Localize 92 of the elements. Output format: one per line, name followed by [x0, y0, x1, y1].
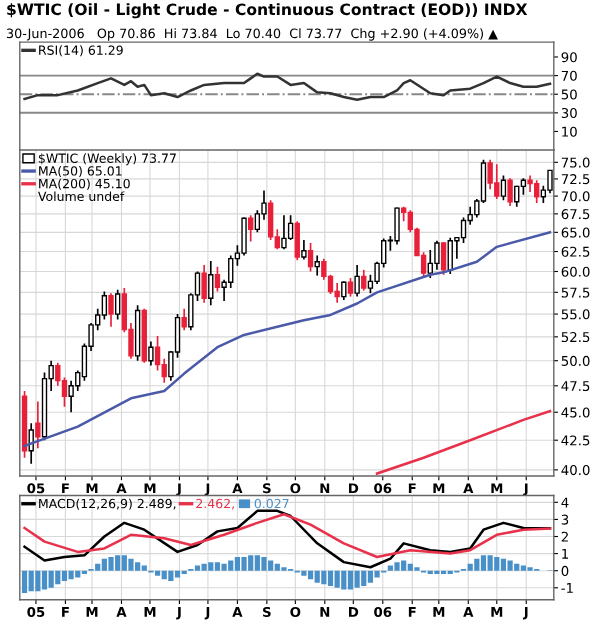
candlestick — [341, 280, 347, 301]
bar — [55, 570, 61, 585]
bar — [154, 570, 161, 576]
bar — [494, 557, 500, 571]
bar — [95, 563, 101, 571]
bar — [228, 560, 234, 571]
bar — [135, 562, 141, 571]
bar — [68, 570, 74, 580]
bar — [347, 570, 354, 590]
candlestick — [427, 249, 433, 279]
candlestick — [314, 254, 320, 277]
bar — [48, 570, 54, 588]
bar — [314, 570, 320, 583]
candlestick — [208, 260, 214, 307]
candlestick — [134, 304, 141, 362]
candlestick — [534, 179, 540, 204]
line-series — [23, 513, 552, 559]
candlestick — [394, 206, 400, 246]
line-series — [23, 509, 552, 569]
bar — [248, 555, 254, 571]
candlestick — [281, 214, 287, 251]
candlestick — [287, 214, 294, 241]
bar — [208, 562, 214, 571]
bar — [168, 570, 174, 581]
bar — [174, 570, 181, 578]
candlestick — [181, 307, 187, 332]
bar — [394, 562, 400, 571]
bar — [467, 563, 473, 571]
candlestick — [347, 277, 354, 298]
bar — [474, 558, 480, 571]
bar — [520, 565, 527, 571]
bar — [121, 555, 127, 571]
bar — [367, 570, 374, 583]
candlestick — [301, 239, 307, 261]
bar — [108, 557, 114, 571]
candlestick — [507, 177, 513, 207]
bar — [234, 557, 240, 571]
candlestick — [201, 264, 207, 304]
bar — [407, 563, 413, 571]
candlestick — [294, 220, 300, 262]
bar — [500, 558, 507, 571]
candlestick — [267, 199, 274, 241]
bar — [514, 563, 520, 571]
bar — [354, 570, 360, 588]
bar — [274, 563, 280, 571]
bar — [115, 555, 121, 571]
bar — [201, 563, 207, 571]
candlestick — [214, 265, 221, 293]
candlestick — [35, 400, 41, 450]
bar — [401, 560, 407, 571]
candlestick — [248, 214, 254, 243]
bar — [507, 560, 513, 571]
bar — [374, 570, 380, 578]
line-series — [375, 409, 552, 475]
bar — [101, 558, 107, 571]
candlestick — [494, 163, 500, 200]
bar — [480, 555, 487, 571]
bar — [141, 565, 147, 571]
bar — [128, 558, 134, 571]
bar — [28, 570, 34, 592]
bar — [487, 555, 493, 571]
candlestick — [500, 174, 507, 202]
candlestick — [108, 292, 114, 328]
bar — [301, 570, 307, 576]
bar — [41, 570, 48, 590]
bar — [327, 570, 334, 587]
bar — [268, 560, 274, 571]
bar — [221, 563, 227, 571]
bar — [214, 562, 221, 571]
bar — [361, 570, 367, 587]
bar — [341, 570, 347, 590]
bar — [35, 570, 41, 592]
candlestick — [114, 288, 121, 321]
bar — [194, 565, 201, 571]
candlestick — [307, 242, 314, 273]
candlestick — [68, 379, 74, 414]
bar — [21, 570, 28, 593]
bar — [75, 570, 81, 578]
bar — [241, 557, 247, 571]
bar — [254, 555, 260, 571]
line-series — [23, 72, 552, 102]
candlestick — [434, 239, 440, 271]
candlestick — [354, 264, 360, 298]
candlestick — [440, 241, 447, 276]
candlestick — [148, 340, 154, 367]
bar — [61, 570, 68, 581]
bar — [387, 565, 393, 571]
candlestick — [334, 282, 340, 304]
bar — [261, 557, 267, 571]
bar — [334, 570, 340, 588]
candlestick — [361, 269, 367, 292]
bar — [321, 570, 327, 585]
